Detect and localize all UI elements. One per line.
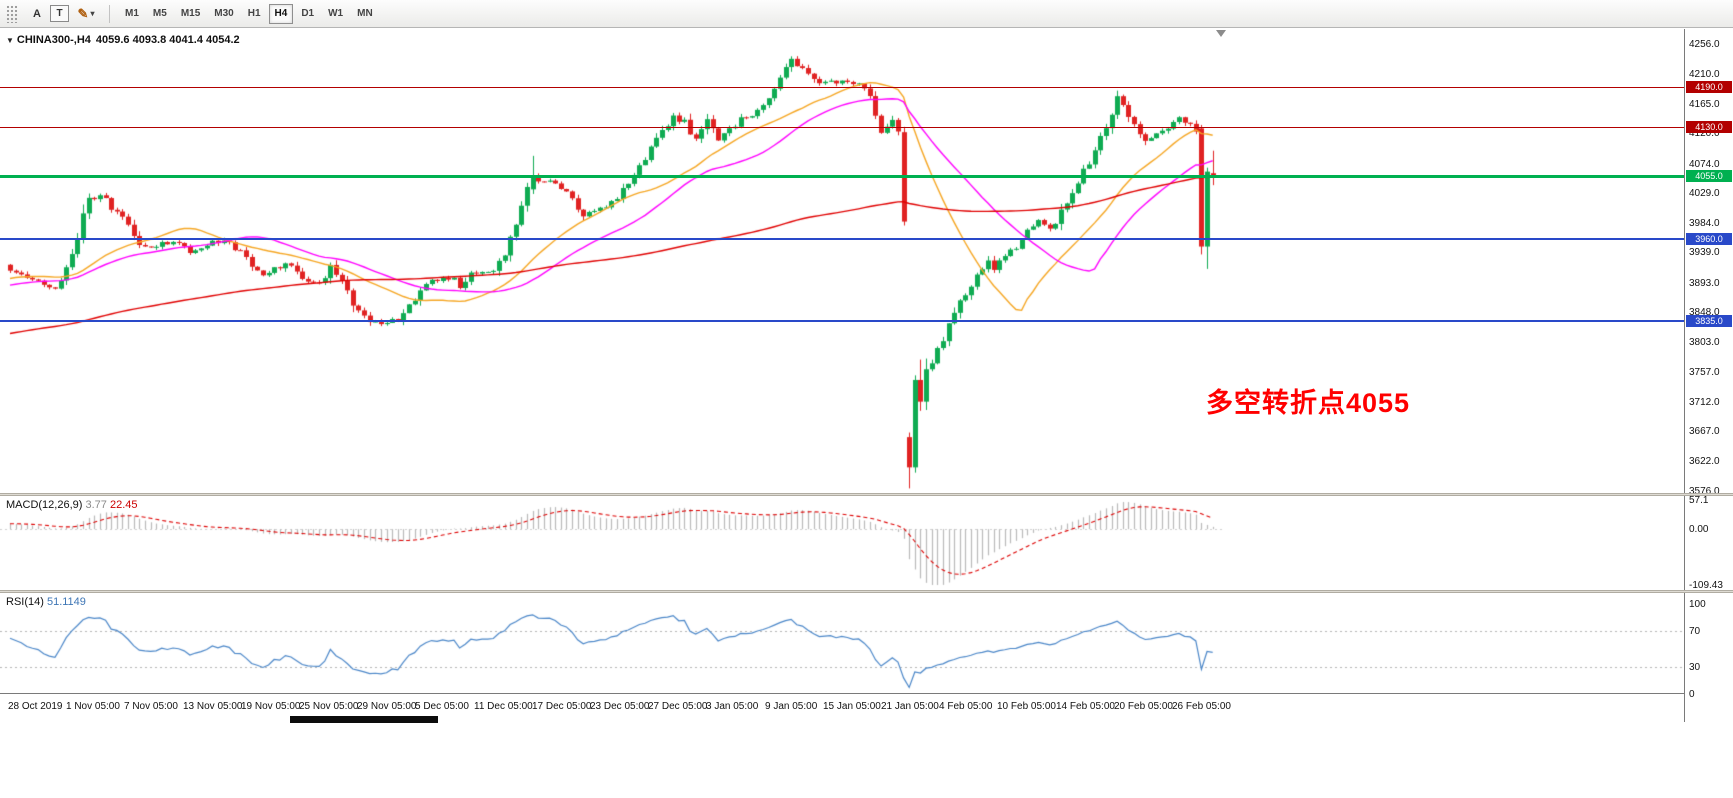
price-tag-4190.0: 4190.0 xyxy=(1686,81,1732,93)
price-axis-label: 4256.0 xyxy=(1689,39,1720,51)
hline-4130.0[interactable] xyxy=(0,127,1684,128)
timeframe-w1-button[interactable]: W1 xyxy=(322,4,349,24)
price-axis-label: 4029.0 xyxy=(1689,188,1720,200)
rsi-axis-label: 100 xyxy=(1689,599,1706,610)
timeframe-group: M1 M5 M15 M30 H1 H4 D1 W1 MN xyxy=(118,3,380,24)
timeframe-mn-button[interactable]: MN xyxy=(351,4,379,24)
timeframe-m30-button[interactable]: M30 xyxy=(208,4,239,24)
price-axis-label: 3757.0 xyxy=(1689,367,1720,379)
time-axis-label: 19 Nov 05:00 xyxy=(241,701,301,712)
time-axis-label: 3 Jan 05:00 xyxy=(706,701,759,712)
text-tool-button[interactable]: T xyxy=(50,5,69,22)
price-axis-label: 3712.0 xyxy=(1689,396,1720,408)
toolbar-separator xyxy=(109,4,110,23)
price-axis-label: 3848.0 xyxy=(1689,307,1720,319)
price-axis-label: 4210.0 xyxy=(1689,69,1720,81)
time-axis-label: 25 Nov 05:00 xyxy=(299,701,359,712)
main-toolbar: A T ✎ ▾ M1 M5 M15 M30 H1 H4 D1 W1 MN xyxy=(0,0,1733,28)
macd-pane-separator[interactable] xyxy=(0,493,1733,496)
macd-title: MACD(12,26,9) xyxy=(6,499,83,511)
time-axis-label: 23 Dec 05:00 xyxy=(590,701,650,712)
pointer-tool-button[interactable]: A xyxy=(26,4,48,24)
toolbar-drag-handle[interactable] xyxy=(6,4,18,23)
pencil-icon: ✎ xyxy=(77,5,89,21)
price-axis-label: 3667.0 xyxy=(1689,426,1720,438)
time-axis-label: 4 Feb 05:00 xyxy=(939,701,993,712)
chart-header: ▼ CHINA300-,H4 4059.6 4093.8 4041.4 4054.2 xyxy=(6,34,240,46)
time-axis-label: 11 Dec 05:00 xyxy=(474,701,533,712)
macd-label: MACD(12,26,9) 3.77 22.45 xyxy=(6,499,138,511)
macd-axis-label: 0.00 xyxy=(1689,524,1709,536)
price-axis-label: 4120.0 xyxy=(1689,128,1720,140)
hline-4190.0[interactable] xyxy=(0,87,1684,88)
timeframe-h1-button[interactable]: H1 xyxy=(242,4,267,24)
line-style-button[interactable]: ✎ ▾ xyxy=(71,4,101,24)
bar-shift-marker[interactable] xyxy=(1216,30,1226,37)
rsi-axis-label: 30 xyxy=(1689,662,1701,673)
rsi-pane-separator[interactable] xyxy=(0,590,1733,593)
rsi-axis-label: 70 xyxy=(1689,626,1701,637)
price-tag-3960.0: 3960.0 xyxy=(1686,233,1732,245)
rsi-axis-label: 0 xyxy=(1689,689,1695,700)
chart-symbol-period: CHINA300-,H4 xyxy=(16,34,91,46)
chart-window: ▼ CHINA300-,H4 4059.6 4093.8 4041.4 4054.2… xyxy=(0,29,1733,722)
time-axis-label: 27 Dec 05:00 xyxy=(648,701,708,712)
time-axis-label: 1 Nov 05:00 xyxy=(66,701,120,712)
hline-3960.0[interactable] xyxy=(0,238,1684,240)
timeframe-h4-button[interactable]: H4 xyxy=(268,3,294,24)
price-axis-label: 3984.0 xyxy=(1689,217,1720,229)
macd-main-value: 3.77 xyxy=(85,499,107,511)
time-axis-label: 9 Jan 05:00 xyxy=(765,701,818,712)
price-axis-label: 3576.0 xyxy=(1689,486,1720,498)
chevron-down-icon: ▾ xyxy=(90,9,95,18)
time-axis-label: 29 Nov 05:00 xyxy=(357,701,417,712)
price-axis-label: 3939.0 xyxy=(1689,247,1720,259)
price-tag-4055.0: 4055.0 xyxy=(1686,170,1732,182)
time-axis-label: 28 Oct 2019 xyxy=(8,701,63,712)
timeframe-m15-button[interactable]: M15 xyxy=(175,4,206,24)
rsi-title: RSI(14) xyxy=(6,596,44,608)
price-axis-label: 4074.0 xyxy=(1689,158,1720,170)
timeframe-m1-button[interactable]: M1 xyxy=(119,4,145,24)
price-chart-canvas[interactable] xyxy=(0,29,1684,493)
rsi-value: 51.1149 xyxy=(46,596,86,608)
time-axis-label: 5 Dec 05:00 xyxy=(415,701,469,712)
price-tag-4130.0: 4130.0 xyxy=(1686,121,1732,133)
time-axis-label: 20 Feb 05:00 xyxy=(1114,701,1173,712)
time-axis-label: 15 Jan 05:00 xyxy=(823,701,881,712)
hline-3835.0[interactable] xyxy=(0,320,1684,322)
annotation-text[interactable]: 多空转折点4055 xyxy=(1206,388,1411,418)
price-tag-3835.0: 3835.0 xyxy=(1686,315,1732,327)
time-axis-label: 21 Jan 05:00 xyxy=(881,701,939,712)
price-axis-label: 4165.0 xyxy=(1689,98,1720,110)
price-axis-label: 3803.0 xyxy=(1689,336,1720,348)
time-axis-label: 10 Feb 05:00 xyxy=(997,701,1056,712)
bottom-artifact xyxy=(290,716,438,723)
rsi-canvas[interactable] xyxy=(0,593,1684,693)
timeframe-d1-button[interactable]: D1 xyxy=(295,4,320,24)
time-axis[interactable]: 28 Oct 2019 1 Nov 05:00 7 Nov 05:00 13 Nov … xyxy=(0,693,1684,722)
time-axis-label: 13 Nov 05:00 xyxy=(183,701,243,712)
hline-4055.0[interactable] xyxy=(0,175,1684,178)
time-axis-label: 26 Feb 05:00 xyxy=(1172,701,1231,712)
time-axis-label: 14 Feb 05:00 xyxy=(1056,701,1115,712)
price-axis[interactable]: 4256.0 4210.0 4165.0 4120.0 4074.0 4029.0 3984… xyxy=(1684,29,1733,722)
macd-canvas[interactable] xyxy=(0,496,1684,590)
rsi-label: RSI(14) 51.1149 xyxy=(6,596,86,608)
symbol-dropdown-icon[interactable]: ▼ xyxy=(6,36,14,45)
time-axis-label: 17 Dec 05:00 xyxy=(532,701,592,712)
macd-axis-label: 57.1 xyxy=(1689,495,1709,506)
macd-axis-label: -109.43 xyxy=(1689,580,1723,591)
price-axis-label: 3622.0 xyxy=(1689,455,1720,467)
price-axis-label: 3893.0 xyxy=(1689,277,1720,289)
macd-signal-value: 22.45 xyxy=(109,499,138,511)
timeframe-m5-button[interactable]: M5 xyxy=(147,4,173,24)
time-axis-label: 7 Nov 05:00 xyxy=(124,701,178,712)
chart-ohlc-values: 4059.6 4093.8 4041.4 4054.2 xyxy=(95,34,240,46)
